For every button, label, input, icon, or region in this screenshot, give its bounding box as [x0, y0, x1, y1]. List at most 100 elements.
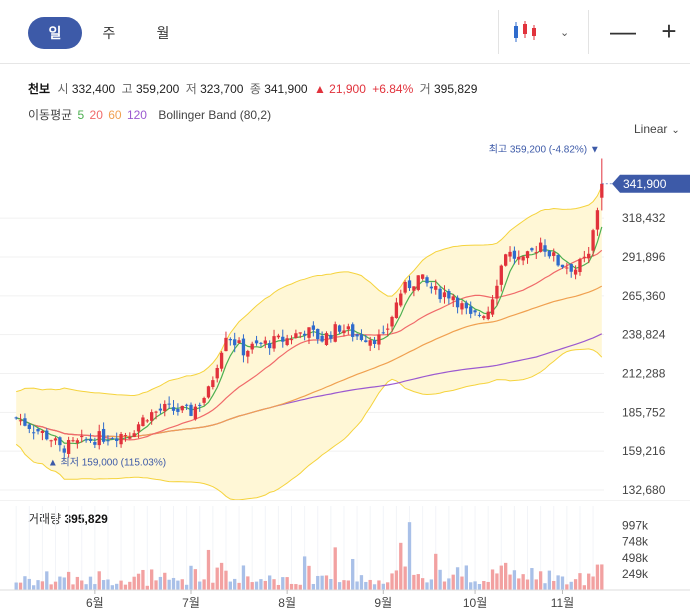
low-label: 저	[185, 82, 197, 96]
candle-body	[346, 326, 350, 330]
chart-type-dropdown[interactable]: ⌄	[498, 14, 584, 50]
volume-bar	[547, 570, 552, 590]
x-tick-label: 7월	[182, 596, 200, 610]
volume-title: 거래량 395,829	[28, 510, 108, 527]
high-value: 359,200	[135, 82, 180, 96]
candle-body	[508, 251, 512, 257]
candle-body	[351, 324, 355, 337]
candle-body	[560, 264, 565, 268]
volume-bar	[386, 582, 390, 590]
volume-bar	[302, 556, 307, 590]
ma5-legend: 5	[77, 108, 85, 122]
volume-title-value: 395,829	[64, 512, 108, 526]
volume-bar	[499, 565, 503, 590]
volume-bar	[128, 581, 132, 590]
bollinger-lower-line	[15, 348, 603, 500]
zoom-in-button[interactable]: +	[661, 16, 677, 46]
scale-dropdown[interactable]: Linear ⌄	[634, 122, 680, 136]
volume-bar	[62, 577, 66, 590]
volume-bar	[316, 575, 320, 590]
volume-bar	[163, 572, 167, 590]
volume-bar	[530, 568, 534, 590]
volume-tick-label: 997k	[622, 519, 649, 533]
candle-body	[93, 442, 97, 445]
candle-body	[302, 333, 307, 336]
chevron-down-icon: ⌄	[560, 26, 570, 39]
price-chart[interactable]: 318,432 291,896 265,360 238,824 212,288 185,7…	[0, 140, 690, 500]
candle-body	[281, 336, 285, 342]
volume-bar	[534, 579, 538, 590]
candle-body	[451, 296, 455, 301]
candle-body	[600, 183, 604, 198]
candle-body	[538, 242, 543, 252]
candle-body	[569, 264, 573, 272]
volume-bar	[595, 564, 600, 590]
volume-bar	[464, 565, 468, 590]
zoom-out-button[interactable]: —	[610, 16, 636, 46]
volume-bar	[512, 570, 517, 590]
y-tick-label: 238,824	[622, 328, 666, 342]
volume-bar	[420, 578, 425, 590]
candle-body	[176, 408, 180, 412]
volume-bar	[228, 581, 232, 590]
candle-body	[311, 325, 316, 330]
volume-bar	[573, 579, 578, 590]
volume-bar	[14, 582, 18, 590]
candle-body	[482, 316, 486, 319]
volume-bar	[355, 581, 359, 590]
candle-body	[517, 256, 521, 260]
candle-body	[504, 254, 508, 266]
tab-monthly[interactable]: 월	[156, 25, 170, 41]
candle-body	[364, 340, 368, 343]
candle-body	[163, 403, 167, 412]
volume-bar	[486, 581, 490, 590]
tab-weekly[interactable]: 주	[102, 25, 116, 41]
candle-body	[333, 324, 337, 342]
bollinger-upper-line	[16, 186, 603, 397]
candle-body	[71, 440, 75, 442]
candle-body	[202, 397, 206, 403]
volume-bar	[311, 583, 316, 590]
volume-bar	[429, 579, 434, 590]
candle-body	[219, 352, 224, 369]
volume-bar	[211, 582, 215, 590]
volume-bar	[460, 576, 464, 590]
candle-body	[521, 256, 525, 261]
candle-body	[27, 424, 31, 429]
volume-bar	[477, 584, 482, 590]
candle-body	[237, 340, 241, 344]
volume-bar	[342, 580, 346, 590]
volume-bar	[329, 579, 333, 590]
candle-body	[189, 404, 193, 416]
candle-body	[534, 252, 538, 254]
volume-title-label: 거래량	[28, 512, 62, 526]
candle-body	[582, 256, 586, 258]
y-tick-label: 318,432	[622, 211, 666, 225]
volume-bar	[289, 583, 294, 590]
volume-bar	[193, 569, 198, 590]
volume-value: 395,829	[434, 82, 478, 96]
volume-bar	[359, 575, 364, 590]
volume-bar	[75, 576, 80, 590]
candle-body	[184, 404, 189, 406]
volume-bar	[263, 580, 267, 590]
y-tick-label: 265,360	[622, 289, 666, 303]
candle-body	[141, 417, 145, 427]
low-annotation: ▲ 최저 159,000 (115.03%)	[48, 456, 166, 468]
ma20-legend: 20	[89, 108, 103, 122]
change-value: 21,900	[329, 82, 366, 96]
volume-bar	[285, 577, 289, 590]
volume-chart[interactable]: 997k 748k 498k 249k 6월 7월 8월 9월 10월 11월	[0, 500, 690, 613]
x-tick-label: 9월	[374, 596, 392, 610]
volume-bar	[324, 575, 329, 590]
open-value: 332,400	[71, 82, 116, 96]
tab-daily[interactable]: 일	[28, 17, 82, 49]
candle-body	[425, 277, 429, 284]
volume-bar	[482, 580, 486, 590]
candle-body	[285, 338, 289, 345]
volume-bar	[58, 576, 62, 590]
candle-body	[316, 328, 320, 340]
chevron-down-icon: ⌄	[671, 125, 680, 136]
volume-bar	[246, 576, 250, 590]
volume-bar	[71, 584, 75, 590]
